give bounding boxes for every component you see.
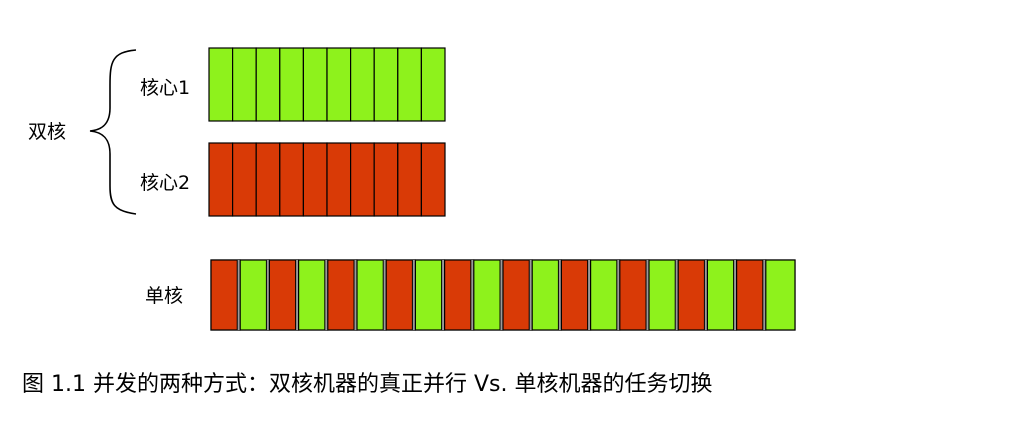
task-block — [298, 259, 329, 331]
task-block — [420, 47, 446, 122]
task-block — [232, 142, 257, 217]
task-block — [279, 142, 304, 217]
task-block — [350, 47, 375, 122]
single-core-label: 单核 — [145, 285, 183, 307]
core1-label: 核心1 — [140, 77, 190, 99]
task-block — [619, 259, 650, 331]
dual-core-label: 双核 — [28, 121, 66, 143]
task-block — [385, 259, 417, 331]
task-block — [473, 259, 504, 331]
task-block — [350, 142, 375, 217]
task-block — [373, 142, 399, 217]
task-block — [735, 259, 767, 331]
core2-track — [208, 142, 446, 217]
single-core-track — [210, 259, 796, 331]
task-block — [232, 47, 257, 122]
task-block — [420, 142, 446, 217]
task-block — [560, 259, 592, 331]
task-block — [279, 47, 304, 122]
task-block — [302, 47, 328, 122]
task-block — [326, 142, 352, 217]
task-block — [706, 259, 738, 331]
task-block — [444, 259, 475, 331]
task-block — [589, 259, 621, 331]
task-block — [302, 142, 328, 217]
core2-label: 核心2 — [140, 172, 190, 194]
dual-core-brace — [89, 49, 137, 215]
task-block — [356, 259, 387, 331]
task-block — [397, 47, 422, 122]
core1-track — [208, 47, 446, 122]
task-block — [255, 47, 281, 122]
task-block — [326, 47, 352, 122]
task-block — [210, 259, 241, 331]
task-block — [208, 47, 234, 122]
task-block — [255, 142, 281, 217]
task-block — [268, 259, 300, 331]
task-block — [531, 259, 563, 331]
task-block — [414, 259, 446, 331]
task-block — [397, 142, 422, 217]
figure-caption: 图 1.1 并发的两种方式：双核机器的真正并行 Vs. 单核机器的任务切换 — [22, 372, 712, 397]
task-block — [239, 259, 270, 331]
task-block — [208, 142, 234, 217]
task-block — [502, 259, 533, 331]
task-block — [373, 47, 399, 122]
task-block — [327, 259, 358, 331]
task-block — [648, 259, 679, 331]
task-block — [677, 259, 709, 331]
task-block — [765, 259, 796, 331]
